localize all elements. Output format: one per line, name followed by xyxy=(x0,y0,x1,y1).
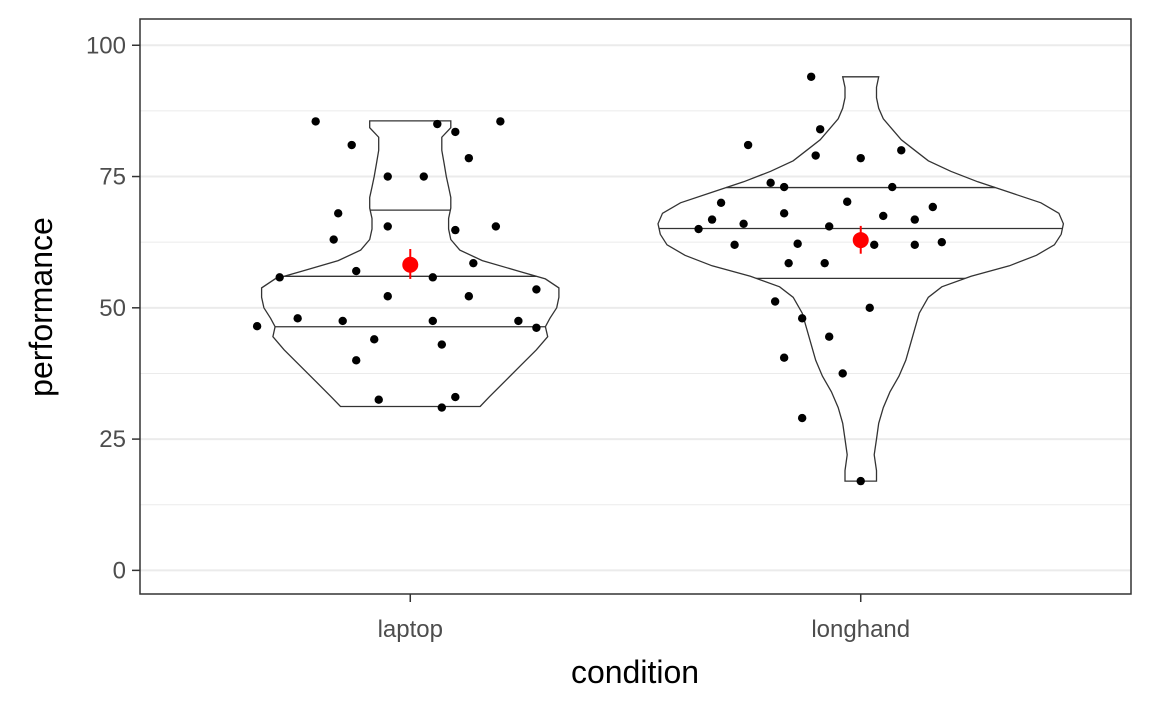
data-point xyxy=(451,225,460,235)
y-tick-label: 25 xyxy=(99,426,126,453)
data-point xyxy=(275,273,284,282)
data-point xyxy=(383,292,392,301)
data-point xyxy=(779,209,789,218)
data-point xyxy=(838,369,847,378)
data-point xyxy=(784,258,793,268)
data-point xyxy=(879,211,888,221)
data-point xyxy=(370,335,379,344)
data-point xyxy=(252,321,262,331)
data-point xyxy=(797,314,807,323)
data-point xyxy=(770,297,780,306)
data-point xyxy=(374,395,383,404)
y-axis-title: performance xyxy=(23,217,59,397)
data-point xyxy=(383,222,392,231)
data-point xyxy=(347,140,356,150)
data-point xyxy=(329,235,338,244)
data-point xyxy=(937,237,947,247)
data-point xyxy=(469,258,478,268)
data-point xyxy=(334,209,343,218)
data-point xyxy=(464,153,474,163)
data-point xyxy=(694,224,703,234)
data-point xyxy=(865,303,874,313)
data-point xyxy=(491,222,501,231)
data-point xyxy=(352,356,361,365)
data-point xyxy=(797,413,807,423)
data-point xyxy=(707,215,717,224)
y-tick-label: 0 xyxy=(113,557,126,584)
y-tick-label: 100 xyxy=(86,32,126,59)
data-point xyxy=(532,285,541,294)
y-tick-label: 50 xyxy=(99,295,126,322)
data-point xyxy=(496,117,505,126)
data-point xyxy=(293,314,302,323)
data-point xyxy=(437,340,447,349)
y-axis: 0 25 50 75 100 xyxy=(86,32,140,584)
violin-outline-laptop xyxy=(260,120,560,408)
x-tick-label: laptop xyxy=(378,616,443,643)
data-point xyxy=(428,316,437,326)
data-point xyxy=(910,240,919,249)
data-point xyxy=(437,403,447,412)
mean-point xyxy=(852,232,869,249)
data-point xyxy=(779,182,789,192)
data-point xyxy=(897,146,906,155)
data-point xyxy=(419,172,428,181)
violin-outline-longhand xyxy=(657,76,1065,482)
data-point xyxy=(811,151,820,160)
data-point xyxy=(451,392,460,402)
data-point xyxy=(856,153,865,163)
data-point xyxy=(428,273,437,282)
mean-markers xyxy=(402,225,869,279)
data-point xyxy=(815,125,825,134)
data-point xyxy=(806,72,816,81)
data-points xyxy=(252,72,947,486)
data-point xyxy=(766,178,775,188)
data-point xyxy=(779,353,789,362)
panel-border xyxy=(139,18,1132,595)
data-point xyxy=(730,240,739,249)
data-point xyxy=(910,215,919,224)
data-point xyxy=(532,323,541,332)
x-axis-title: condition xyxy=(571,654,699,690)
data-point xyxy=(820,258,829,268)
data-point xyxy=(716,198,726,207)
data-point xyxy=(739,219,748,228)
data-point xyxy=(383,172,392,181)
data-point xyxy=(352,266,361,276)
y-tick-label: 75 xyxy=(99,164,126,191)
data-point xyxy=(928,202,937,212)
data-point xyxy=(464,292,474,301)
data-point xyxy=(338,316,347,326)
x-axis: laptop longhand xyxy=(378,594,910,643)
data-point xyxy=(743,140,753,150)
data-point xyxy=(856,476,865,486)
violins xyxy=(260,76,1065,482)
grid-lines xyxy=(140,44,1131,572)
mean-point xyxy=(402,256,419,273)
data-point xyxy=(311,117,320,126)
data-point xyxy=(888,182,897,192)
data-point xyxy=(451,127,460,137)
data-point xyxy=(514,316,523,326)
data-point xyxy=(793,239,802,248)
data-point xyxy=(843,197,852,206)
data-point xyxy=(433,119,442,129)
data-point xyxy=(870,240,879,249)
data-point xyxy=(824,222,834,231)
x-tick-label: longhand xyxy=(811,616,910,643)
data-point xyxy=(824,332,834,341)
